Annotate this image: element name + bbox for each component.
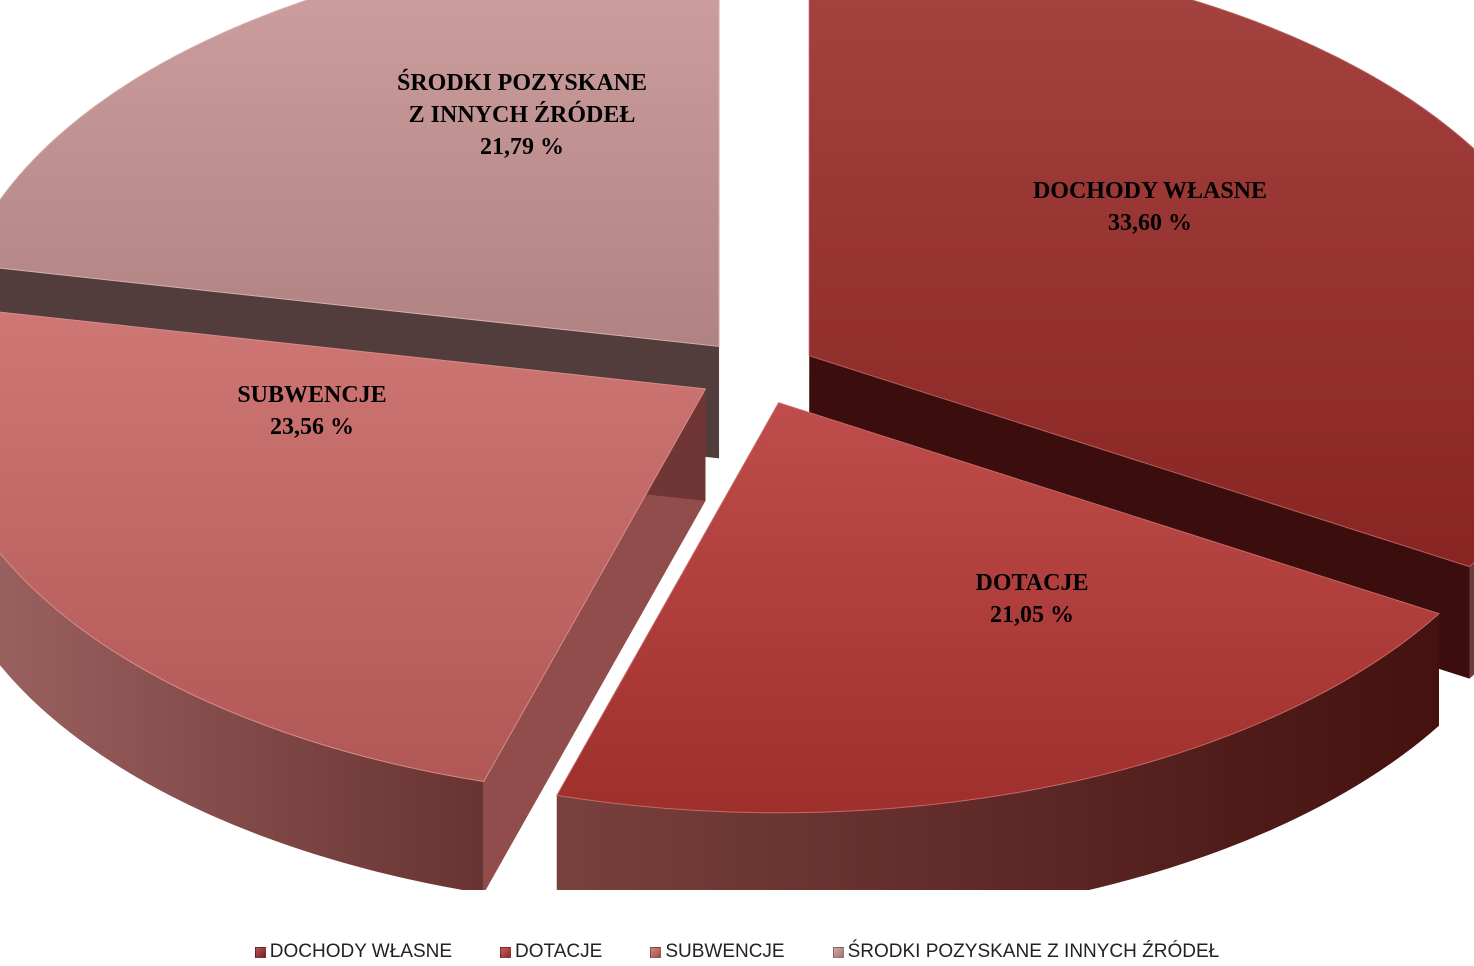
slice-label: SUBWENCJE 23,56 % xyxy=(237,382,386,440)
slice-name: SUBWENCJE xyxy=(237,382,386,408)
slice-value: 23,56 % xyxy=(270,414,354,440)
legend-swatch xyxy=(500,946,512,958)
slice-name: ŚRODKI POZYSKANE xyxy=(397,69,647,96)
slice-top xyxy=(556,402,1440,814)
slice-label: DOTACJE 21,05 % xyxy=(976,570,1089,628)
slice-side xyxy=(556,613,1439,890)
slice-name: DOCHODY WŁASNE xyxy=(1033,178,1267,204)
slice-label: DOCHODY WŁASNE 33,60 % xyxy=(1033,178,1267,236)
slices-layer xyxy=(0,0,1474,890)
slice-value: 21,79 % xyxy=(480,134,564,160)
slice-side xyxy=(0,553,484,890)
legend-item: DOTACJE xyxy=(500,941,602,963)
legend: DOCHODY WŁASNE DOTACJE SUBWENCJE ŚRODKI POZ… xyxy=(0,938,1474,966)
slice-name: DOTACJE xyxy=(976,570,1089,596)
slice-top xyxy=(0,311,707,783)
pie-slice xyxy=(0,311,707,890)
slice-top xyxy=(0,0,720,347)
legend-label: SUBWENCJE xyxy=(665,941,785,962)
legend-swatch xyxy=(254,946,266,958)
legend-item: ŚRODKI POZYSKANE Z INNYCH ŹRÓDEŁ xyxy=(832,941,1220,963)
slice-label: ŚRODKI POZYSKANE Z INNYCH ŹRÓDEŁ 21,79 % xyxy=(397,69,647,160)
legend-swatch xyxy=(650,946,662,958)
slice-value: 21,05 % xyxy=(990,602,1074,628)
pie-chart: DOCHODY WŁASNE 33,60 % DOTACJE 21,05 % SUBWE… xyxy=(0,0,1474,890)
slice-name: Z INNYCH ŹRÓDEŁ xyxy=(409,101,636,128)
labels-layer: DOCHODY WŁASNE 33,60 % DOTACJE 21,05 % SUBWE… xyxy=(237,69,1267,628)
legend-label: DOTACJE xyxy=(515,941,603,962)
legend-item: SUBWENCJE xyxy=(650,941,785,963)
slice-side xyxy=(1469,562,1474,679)
pie-slice xyxy=(556,402,1440,890)
legend-swatch xyxy=(832,946,844,958)
slice-wall xyxy=(483,388,706,890)
legend-label: DOCHODY WŁASNE xyxy=(269,941,453,962)
legend-item: DOCHODY WŁASNE xyxy=(254,941,453,963)
legend-label: ŚRODKI POZYSKANE Z INNYCH ŹRÓDEŁ xyxy=(847,941,1220,962)
slice-top xyxy=(808,0,1474,568)
slice-value: 33,60 % xyxy=(1108,210,1192,236)
